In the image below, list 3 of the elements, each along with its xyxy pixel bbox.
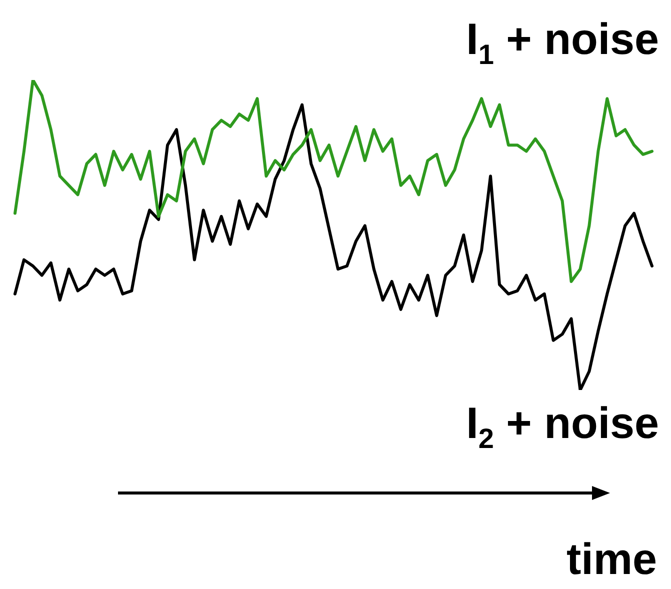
x-axis-title: time	[566, 535, 657, 584]
series-label: I$_{2}$ + noise	[466, 399, 659, 454]
series-label: I$_{1}$ + noise	[466, 15, 659, 70]
